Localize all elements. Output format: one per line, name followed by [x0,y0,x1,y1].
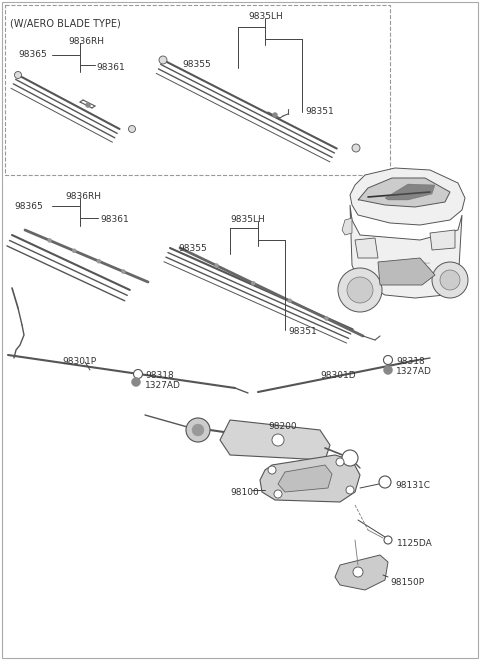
Polygon shape [220,420,330,460]
Circle shape [274,490,282,498]
Circle shape [352,144,360,152]
Circle shape [14,71,22,79]
Polygon shape [385,184,435,200]
Text: 98365: 98365 [18,50,47,59]
Circle shape [346,486,354,494]
Text: 9835LH: 9835LH [230,215,265,224]
Text: 9835LH: 9835LH [248,12,283,21]
Circle shape [384,536,392,544]
Circle shape [186,418,210,442]
Circle shape [132,378,141,387]
Text: 98361: 98361 [96,63,125,72]
Text: 98150P: 98150P [390,578,424,587]
Circle shape [192,424,204,436]
Text: 98318: 98318 [145,371,174,380]
Circle shape [342,450,358,466]
Circle shape [379,476,391,488]
Circle shape [384,356,393,364]
Bar [5,5,390,175]
Circle shape [338,268,382,312]
Circle shape [324,316,328,320]
Circle shape [129,125,135,133]
Circle shape [97,259,101,263]
Circle shape [215,263,218,267]
Text: 98301D: 98301D [320,371,356,380]
Circle shape [274,490,282,498]
Circle shape [336,458,344,466]
Polygon shape [358,178,450,207]
Text: (W/AERO BLADE TYPE): (W/AERO BLADE TYPE) [10,18,121,28]
Circle shape [379,476,391,488]
Polygon shape [350,168,465,225]
Circle shape [272,434,284,446]
Circle shape [133,370,143,378]
Circle shape [346,486,354,494]
Polygon shape [378,258,435,285]
Circle shape [121,269,125,274]
Text: 98318: 98318 [396,357,425,366]
Circle shape [273,112,277,117]
Text: 98131C: 98131C [395,481,430,490]
Circle shape [353,567,363,577]
Circle shape [342,450,358,466]
Text: 98351: 98351 [305,107,334,116]
Circle shape [85,102,91,108]
Polygon shape [260,455,360,502]
Text: 98365: 98365 [14,202,43,211]
Circle shape [336,458,344,466]
Circle shape [186,418,210,442]
Circle shape [48,238,52,242]
Polygon shape [342,218,352,235]
Text: 1327AD: 1327AD [396,367,432,376]
Text: 9836RH: 9836RH [68,37,104,46]
Circle shape [353,567,363,577]
Polygon shape [430,230,455,250]
Circle shape [72,249,76,253]
Circle shape [432,262,468,298]
Polygon shape [335,555,388,590]
Circle shape [440,270,460,290]
Circle shape [384,366,393,374]
Text: 98100: 98100 [230,488,259,497]
Text: 1327AD: 1327AD [145,381,181,390]
Circle shape [251,281,255,285]
Text: 98351: 98351 [288,327,317,336]
Text: 98355: 98355 [178,244,207,253]
Circle shape [268,466,276,474]
Circle shape [288,299,292,303]
Text: 98200: 98200 [268,422,297,431]
Circle shape [272,434,284,446]
Text: 98301P: 98301P [62,357,96,366]
Polygon shape [350,205,462,298]
Circle shape [347,277,373,303]
Text: 98361: 98361 [100,215,129,224]
Circle shape [159,56,167,64]
Polygon shape [278,465,332,492]
Text: 1125DA: 1125DA [397,539,433,548]
Polygon shape [355,238,378,258]
Text: 98355: 98355 [182,60,211,69]
Text: 9836RH: 9836RH [65,192,101,201]
Circle shape [268,466,276,474]
